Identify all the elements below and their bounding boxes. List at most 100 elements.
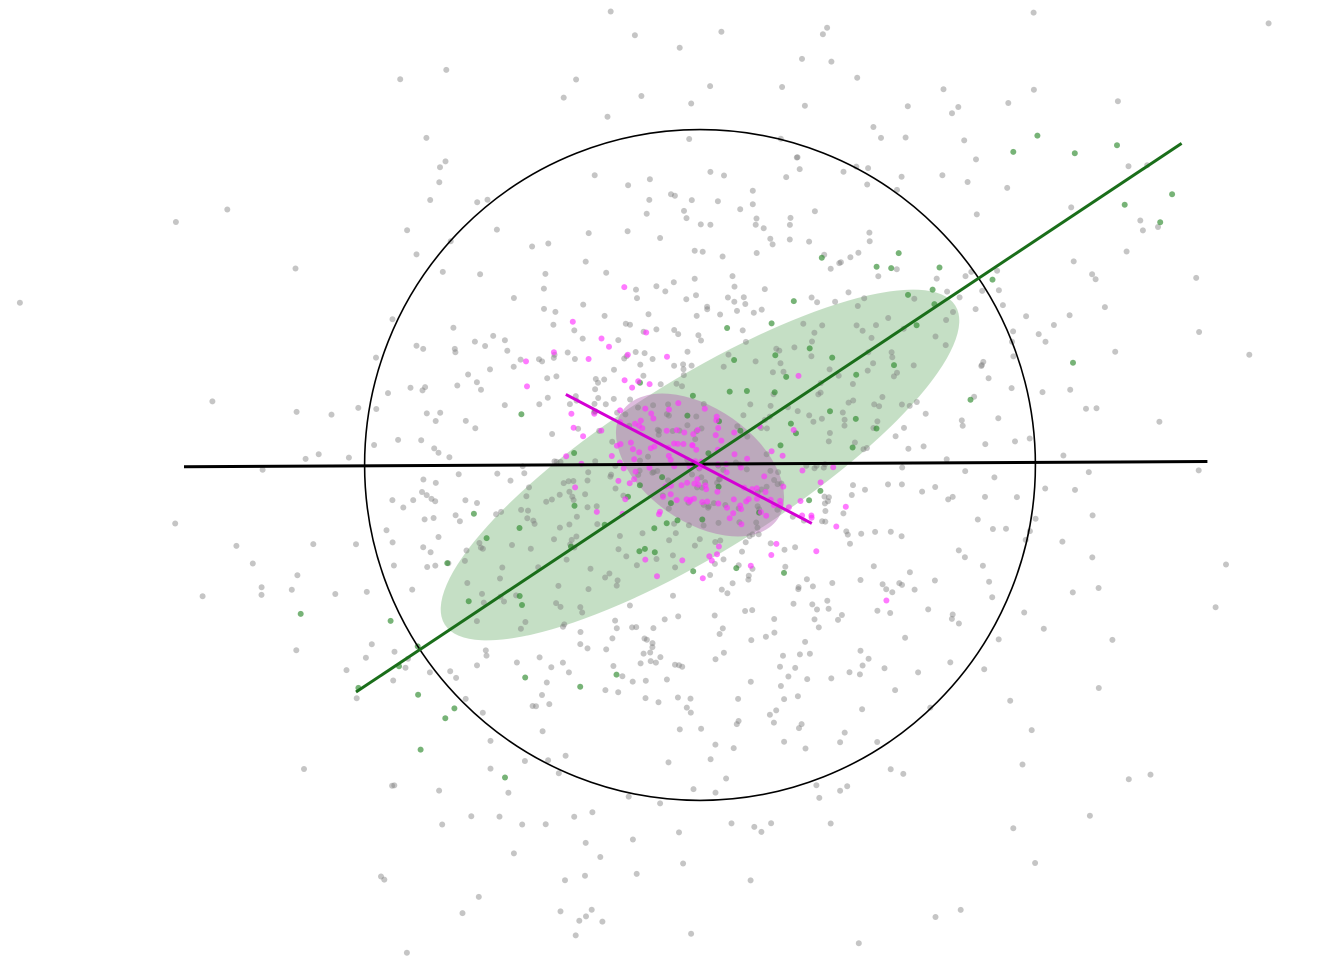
green-point	[415, 691, 422, 698]
green-point	[663, 520, 670, 527]
magenta-point	[726, 515, 733, 522]
magenta-point	[593, 508, 600, 515]
gray-point	[501, 337, 508, 344]
gray-point	[874, 739, 881, 745]
magenta-point	[780, 483, 787, 490]
gray-point	[857, 577, 864, 583]
green-point	[853, 371, 860, 378]
magenta-point	[523, 358, 529, 365]
gray-point	[804, 676, 811, 683]
magenta-point	[773, 540, 780, 547]
magenta-point	[680, 441, 687, 447]
gray-point	[717, 537, 724, 544]
gray-point	[1095, 585, 1102, 591]
gray-point	[859, 706, 866, 713]
gray-point	[474, 662, 480, 669]
gray-point	[505, 789, 512, 796]
magenta-point	[524, 383, 530, 390]
gray-point	[643, 210, 650, 217]
gray-point	[577, 629, 584, 635]
gray-point	[904, 103, 911, 110]
gray-point	[799, 55, 805, 62]
gray-point	[961, 554, 968, 561]
gray-point	[898, 401, 905, 408]
gray-point	[542, 821, 549, 828]
gray-point	[864, 367, 871, 374]
gray-point	[625, 793, 632, 800]
gray-point	[873, 322, 879, 329]
magenta-points-group	[523, 284, 890, 604]
gray-point	[691, 275, 698, 282]
gray-point	[939, 172, 946, 179]
gray-point	[654, 426, 661, 433]
green-point	[387, 617, 394, 624]
gray-point	[345, 454, 352, 461]
gray-point	[740, 412, 747, 419]
green-point	[659, 474, 666, 481]
gray-point	[720, 363, 727, 370]
gray-point	[681, 207, 687, 214]
gray-point	[623, 553, 630, 560]
gray-point	[770, 719, 777, 726]
magenta-point	[569, 318, 576, 325]
gray-point	[480, 599, 487, 606]
gray-point	[606, 570, 613, 577]
gray-point	[509, 542, 515, 548]
gray-point	[650, 469, 657, 476]
gray-point	[472, 425, 479, 432]
gray-point	[719, 253, 726, 260]
gray-point	[1067, 386, 1074, 393]
green-point	[817, 487, 824, 494]
gray-point	[705, 504, 712, 511]
green-point	[929, 286, 936, 293]
green-point	[522, 674, 529, 681]
gray-point	[855, 940, 862, 947]
gray-point	[655, 431, 662, 438]
magenta-point	[813, 548, 820, 555]
gray-point	[905, 445, 912, 452]
gray-point	[518, 506, 525, 513]
gray-point	[666, 537, 673, 544]
gray-point	[876, 403, 883, 410]
gray-point	[653, 326, 660, 333]
gray-point	[432, 562, 439, 569]
gray-point	[854, 74, 861, 81]
gray-point	[510, 363, 517, 370]
gray-point	[948, 615, 955, 622]
gray-point	[827, 820, 834, 827]
gray-point	[832, 298, 839, 305]
gray-point	[955, 104, 962, 110]
gray-point	[749, 201, 756, 208]
green-point	[1070, 359, 1076, 366]
gray-point	[697, 221, 704, 228]
gray-point	[1040, 625, 1047, 632]
gray-point	[629, 624, 636, 631]
gray-point	[838, 612, 845, 618]
gray-point	[402, 664, 409, 671]
gray-point	[672, 661, 678, 668]
gray-point	[982, 441, 989, 448]
gray-point	[669, 552, 676, 559]
gray-point	[452, 512, 459, 519]
gray-point	[482, 647, 489, 654]
green-point	[790, 298, 797, 305]
gray-point	[629, 678, 636, 685]
gray-point	[477, 271, 484, 278]
gray-point	[932, 484, 939, 490]
gray-point	[808, 353, 815, 360]
gray-point	[775, 469, 782, 476]
gray-point	[1196, 329, 1203, 335]
gray-point	[777, 663, 783, 670]
magenta-point	[808, 514, 815, 521]
magenta-point	[650, 415, 657, 422]
gray-point	[746, 533, 753, 540]
gray-point	[604, 113, 611, 120]
gray-point	[680, 860, 687, 867]
gray-point	[654, 468, 661, 474]
green-point	[636, 548, 643, 555]
gray-point	[995, 415, 1002, 422]
gray-point	[435, 449, 442, 456]
gray-point	[572, 932, 579, 939]
gray-point	[962, 273, 969, 280]
magenta-point	[673, 497, 680, 504]
